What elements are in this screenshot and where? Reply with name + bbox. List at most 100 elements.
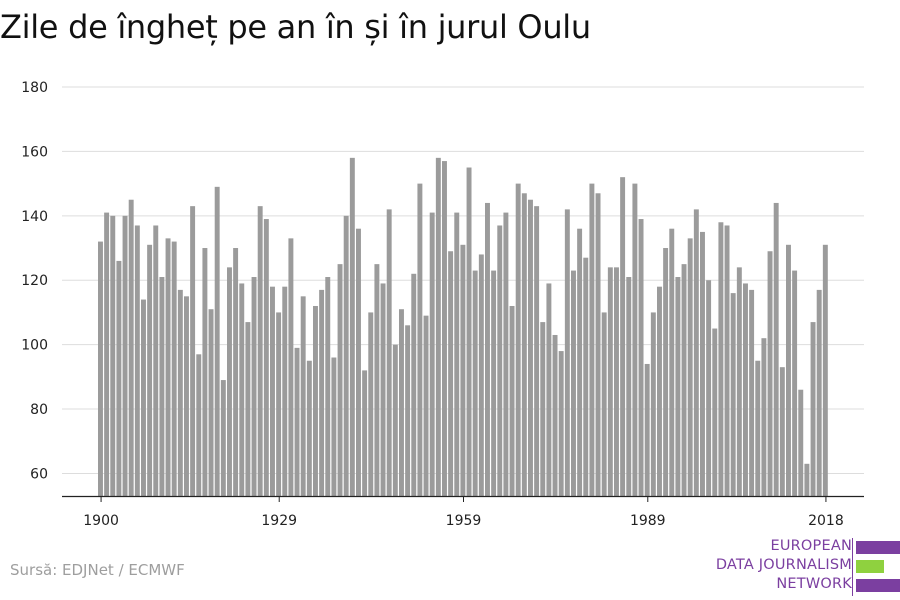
bar-1921 bbox=[227, 267, 232, 496]
bar-1928 bbox=[270, 286, 275, 496]
x-tick-label-2018: 2018 bbox=[808, 513, 844, 529]
logo-bar-purple-bottom bbox=[856, 579, 900, 592]
bar-1966 bbox=[503, 212, 509, 496]
bar-1994 bbox=[675, 277, 681, 496]
bar-1913 bbox=[177, 289, 183, 496]
y-tick-label-100: 100 bbox=[21, 338, 48, 354]
bar-1940 bbox=[343, 215, 349, 496]
bar-1918 bbox=[208, 309, 214, 496]
bar-2006 bbox=[749, 289, 755, 496]
bar-1938 bbox=[331, 357, 337, 496]
bar-1915 bbox=[190, 206, 196, 496]
bar-1954 bbox=[429, 212, 435, 496]
bar-chart: 60 80 100 120 140 160 180 1900 1929 1959 1989 2018 bbox=[21, 80, 864, 529]
bar-1985 bbox=[620, 177, 626, 497]
bar-1971 bbox=[534, 206, 540, 496]
bar-1934 bbox=[306, 360, 312, 496]
chart-title: Zile de îngheț pe an în și în jurul Oulu bbox=[0, 8, 591, 46]
bar-1919 bbox=[214, 186, 220, 496]
bar-1900 bbox=[98, 241, 103, 496]
bar-1946 bbox=[380, 283, 386, 496]
bar-1936 bbox=[319, 289, 325, 496]
bar-1996 bbox=[687, 238, 693, 497]
bar-1972 bbox=[540, 322, 546, 496]
bar-1975 bbox=[558, 351, 564, 496]
bar-1998 bbox=[700, 231, 705, 497]
bar-1950 bbox=[405, 325, 411, 496]
y-tick-label-60: 60 bbox=[30, 466, 48, 482]
bar-1993 bbox=[669, 228, 675, 496]
logo-bar-purple-top bbox=[856, 541, 900, 554]
bar-1912 bbox=[171, 241, 177, 496]
bar-1959 bbox=[460, 244, 466, 496]
bar-2009 bbox=[767, 251, 773, 496]
bar-1981 bbox=[595, 193, 601, 496]
bar-2010 bbox=[773, 202, 779, 496]
bar-1969 bbox=[521, 193, 527, 496]
bar-1963 bbox=[485, 202, 490, 496]
bar-1962 bbox=[478, 254, 484, 496]
bar-1997 bbox=[693, 209, 699, 496]
bar-1922 bbox=[233, 248, 239, 496]
logo-text-network: NETWORK bbox=[776, 576, 852, 592]
x-tick-label-1900: 1900 bbox=[83, 513, 119, 529]
bar-1968 bbox=[515, 183, 521, 497]
source-note: Sursă: EDJNet / ECMWF bbox=[10, 561, 185, 579]
x-axis-ticks: 1900 1929 1959 1989 2018 bbox=[83, 496, 844, 529]
bar-2017 bbox=[816, 289, 822, 496]
bar-1909 bbox=[153, 225, 159, 497]
bar-2008 bbox=[761, 338, 767, 496]
bar-1989 bbox=[644, 363, 650, 496]
bar-1905 bbox=[128, 199, 134, 496]
bar-1951 bbox=[411, 273, 417, 496]
bar-1955 bbox=[435, 157, 441, 496]
bar-1933 bbox=[300, 296, 306, 496]
bar-1924 bbox=[245, 322, 251, 496]
edjnet-logo: EUROPEAN DATA JOURNALISM NETWORK bbox=[680, 538, 900, 596]
bar-2013 bbox=[792, 270, 798, 496]
bar-1983 bbox=[607, 267, 613, 496]
bar-1992 bbox=[663, 248, 669, 496]
bar-1941 bbox=[349, 157, 355, 496]
bar-1956 bbox=[442, 161, 447, 496]
bar-1932 bbox=[294, 347, 300, 496]
bar-1945 bbox=[374, 264, 380, 496]
bar-2016 bbox=[810, 322, 816, 496]
bar-1903 bbox=[116, 260, 122, 496]
bar-1927 bbox=[263, 219, 269, 497]
bar-2011 bbox=[779, 367, 785, 496]
bar-1917 bbox=[202, 248, 208, 496]
bar-1901 bbox=[104, 212, 110, 496]
bar-1986 bbox=[626, 277, 632, 496]
bar-1906 bbox=[134, 225, 140, 497]
bar-1925 bbox=[251, 277, 257, 496]
bar-1939 bbox=[337, 264, 343, 496]
bar-1949 bbox=[399, 309, 404, 496]
bar-2012 bbox=[786, 244, 791, 496]
bar-1942 bbox=[356, 228, 361, 496]
bar-2014 bbox=[798, 389, 804, 496]
bar-1977 bbox=[571, 270, 576, 496]
bar-1979 bbox=[583, 257, 589, 496]
bar-1952 bbox=[417, 183, 423, 497]
bar-1930 bbox=[282, 286, 288, 496]
bar-1995 bbox=[681, 264, 687, 496]
bar-1958 bbox=[454, 212, 460, 496]
bar-2004 bbox=[736, 267, 742, 496]
bar-1904 bbox=[122, 215, 128, 496]
bar-1967 bbox=[509, 305, 515, 496]
bar-1931 bbox=[288, 238, 294, 497]
bar-1974 bbox=[552, 334, 558, 496]
bar-2007 bbox=[755, 360, 761, 496]
logo-bar-green bbox=[856, 560, 884, 573]
y-tick-label-160: 160 bbox=[21, 144, 48, 160]
bar-1982 bbox=[601, 312, 607, 496]
bar-1984 bbox=[614, 267, 619, 496]
bar-1929 bbox=[276, 312, 282, 496]
bar-1923 bbox=[239, 283, 245, 496]
bar-1908 bbox=[147, 244, 153, 496]
x-tick-label-1959: 1959 bbox=[446, 513, 482, 529]
y-tick-label-140: 140 bbox=[21, 209, 48, 225]
bar-2002 bbox=[724, 225, 730, 497]
bar-1943 bbox=[362, 370, 368, 496]
